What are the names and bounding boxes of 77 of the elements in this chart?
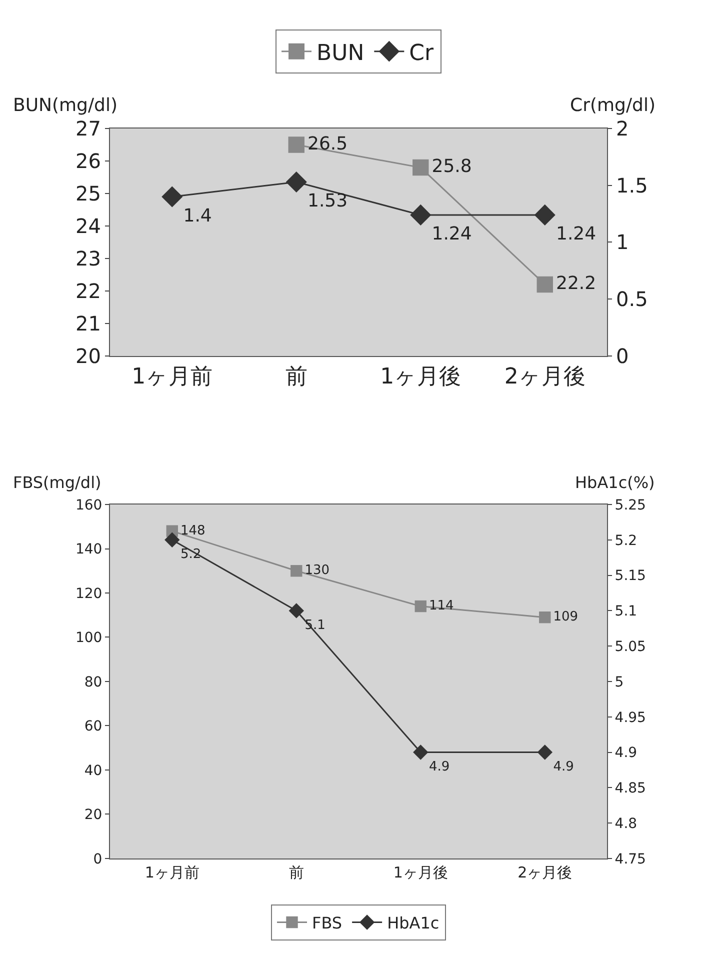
- y2-tick-label: 1: [616, 230, 629, 254]
- y2-tick-label: 1.5: [616, 173, 648, 198]
- legend-label: BUN: [316, 40, 364, 66]
- data-label: 4.9: [553, 759, 574, 774]
- y-tick-label: 0: [93, 851, 102, 868]
- y2-tick-label: 4.95: [614, 710, 646, 726]
- point: [286, 171, 307, 193]
- y-tick-label: 20: [76, 344, 101, 368]
- x-tick-label: 2ヶ月後: [518, 863, 572, 882]
- data-label: 114: [428, 598, 454, 614]
- x-tick-label: 2ヶ月後: [504, 364, 586, 390]
- point: [413, 744, 428, 760]
- x-tick-label: 前: [288, 863, 304, 882]
- x-tick-label: 1ヶ月前: [144, 863, 200, 882]
- point: [534, 204, 556, 226]
- point: [536, 276, 553, 293]
- y-tick-label: 27: [76, 116, 101, 141]
- data-label: 25.8: [432, 156, 472, 178]
- data-label: 1.24: [556, 224, 596, 245]
- y-tick-label: 140: [75, 542, 102, 558]
- y2-tick-label: 4.9: [614, 745, 638, 762]
- y-tick-label: 160: [75, 497, 102, 514]
- y2-tick-label: 0.5: [616, 287, 648, 312]
- x-tick-label: 1ヶ月後: [393, 863, 448, 882]
- point: [537, 744, 552, 760]
- point: [288, 136, 304, 153]
- y2-tick-label: 5.25: [614, 497, 646, 514]
- data-label: 5.2: [180, 546, 202, 562]
- y-tick-label: 80: [84, 674, 102, 690]
- y-tick-label: 40: [84, 762, 102, 779]
- y2-tick-label: 2: [616, 116, 629, 141]
- x-tick-label: 1ヶ月後: [380, 364, 462, 390]
- point: [162, 186, 183, 208]
- data-label: 22.2: [556, 272, 596, 294]
- data-label: 4.9: [428, 759, 450, 774]
- y2-tick-label: 5.05: [614, 638, 646, 655]
- y-tick-label: 20: [84, 807, 102, 824]
- y-tick-label: 22: [76, 278, 101, 303]
- legend-label: FBS: [312, 913, 342, 932]
- x-tick-label: 1ヶ月前: [132, 364, 213, 390]
- y2-tick-label: 0: [616, 344, 629, 368]
- y-tick-label: 120: [75, 586, 102, 602]
- y2-tick-label: 5.1: [614, 604, 638, 620]
- data-label: 1.4: [183, 205, 212, 226]
- y2-tick-label: 5.2: [614, 532, 638, 549]
- y2-tick-label: 4.8: [614, 816, 638, 832]
- data-label: 109: [553, 610, 578, 625]
- point: [164, 532, 180, 548]
- data-label: 1.53: [308, 190, 348, 212]
- y2-axis-title: Cr(mg/dl): [570, 95, 656, 116]
- point: [288, 603, 304, 618]
- data-label: 26.5: [308, 133, 348, 154]
- y2-tick-label: 4.75: [614, 851, 646, 868]
- y-tick-label: 25: [76, 182, 101, 206]
- data-label: 148: [180, 523, 206, 538]
- y2-tick-label: 5: [614, 674, 624, 690]
- y2-tick-label: 4.85: [614, 780, 646, 797]
- data-label: 1.24: [432, 224, 472, 245]
- point: [414, 600, 426, 612]
- y-tick-label: 100: [75, 630, 102, 646]
- y-tick-label: 21: [76, 311, 101, 336]
- y2-tick-label: 5.15: [614, 568, 646, 584]
- x-tick-label: 前: [285, 364, 308, 390]
- y-tick-label: 26: [76, 149, 101, 174]
- point: [410, 204, 432, 226]
- point: [290, 565, 302, 577]
- legend-label: Cr: [409, 40, 435, 66]
- legend-label: HbA1c: [387, 913, 440, 932]
- y-tick-label: 23: [76, 246, 101, 270]
- y2-axis-title: HbA1c(%): [575, 473, 655, 492]
- point: [539, 611, 551, 624]
- y-axis-title: FBS(mg/dl): [13, 473, 102, 492]
- point: [412, 159, 429, 176]
- y-tick-label: 60: [84, 718, 102, 735]
- y-axis-title: BUN(mg/dl): [13, 95, 118, 116]
- y-tick-label: 24: [76, 214, 101, 238]
- data-label: 130: [304, 563, 330, 578]
